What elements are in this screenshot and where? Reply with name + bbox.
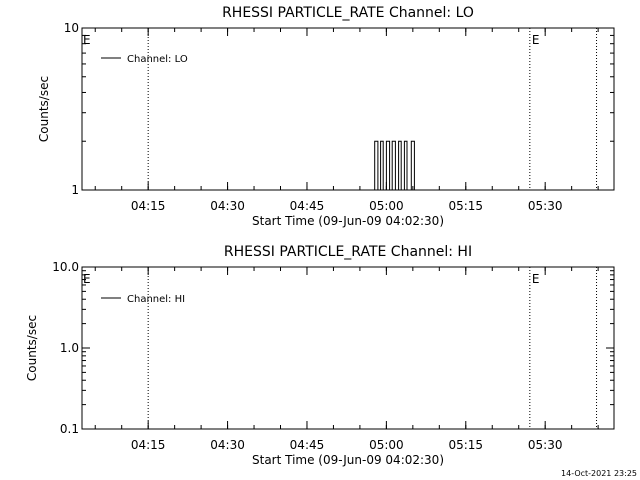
x-tick-label: 05:15 [448,438,483,452]
plot-frame [81,266,615,430]
start-marker-label: E [83,272,91,286]
x-tick-label: 05:15 [448,199,483,213]
y-tick-label: 1 [71,183,79,197]
x-tick-label: 05:00 [369,438,404,452]
y-axis-label: Counts/sec [25,315,39,381]
legend-label: Channel: HI [127,294,185,305]
chart-title: RHESSI PARTICLE_RATE Channel: HI [224,244,472,260]
x-tick-label: 04:15 [131,199,166,213]
y-tick-label: 10.0 [52,260,79,274]
x-tick-label: 05:00 [369,199,404,213]
y-tick-label: 10 [64,21,79,35]
event-label: E [532,272,540,286]
panel-lo: RHESSI PARTICLE_RATE Channel: LO E E 04:15 0… [37,5,615,228]
x-tick-label: 04:45 [290,438,325,452]
y-tick-label: 1.0 [60,341,79,355]
series-line [373,140,415,191]
x-tick-label: 04:45 [290,199,325,213]
event-label: E [532,33,540,47]
start-marker-label: E [83,33,91,47]
y-tick-label: 0.1 [60,422,79,436]
legend-label: Channel: LO [127,54,188,65]
x-axis-label: Start Time (09-Jun-09 04:02:30) [252,453,444,467]
panel-hi: RHESSI PARTICLE_RATE Channel: HI E E 04:15 0… [25,244,615,467]
x-tick-label: 04:15 [131,438,166,452]
x-tick-label: 04:30 [210,199,245,213]
x-axis-label: Start Time (09-Jun-09 04:02:30) [252,214,444,228]
y-axis-label: Counts/sec [37,76,51,142]
footer-timestamp: 14-Oct-2021 23:25 [561,469,637,478]
x-tick-label: 04:30 [210,438,245,452]
x-tick-label: 05:30 [528,199,563,213]
chart-title: RHESSI PARTICLE_RATE Channel: LO [222,5,474,21]
plot-frame [81,27,615,191]
x-tick-label: 05:30 [528,438,563,452]
